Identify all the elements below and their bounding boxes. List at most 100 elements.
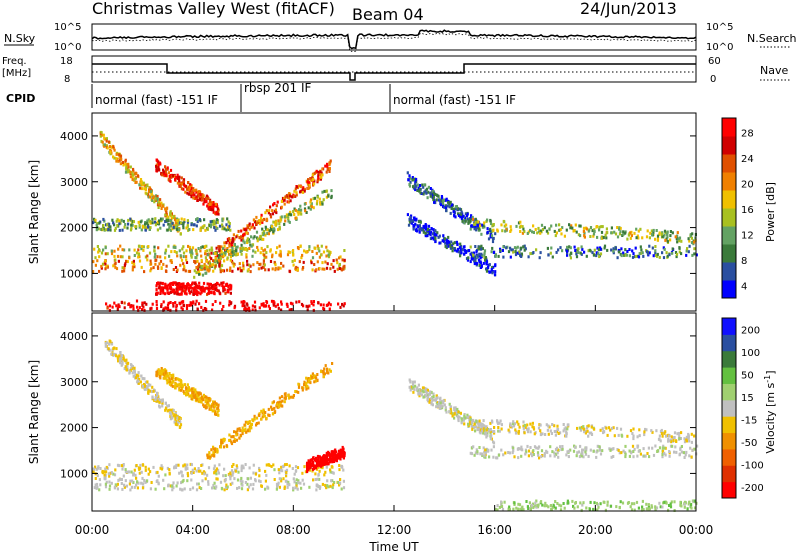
echo-cell bbox=[149, 307, 152, 311]
echo-cell bbox=[654, 249, 657, 253]
echo-cell bbox=[159, 198, 162, 202]
echo-cell bbox=[157, 482, 160, 486]
echo-cell bbox=[497, 453, 500, 457]
echo-cell bbox=[100, 227, 103, 231]
echo-cell bbox=[487, 266, 490, 269]
echo-cell bbox=[165, 372, 169, 376]
echo-cell bbox=[132, 473, 135, 477]
echo-cell bbox=[101, 262, 105, 266]
echo-cell bbox=[275, 204, 278, 208]
echo-cell bbox=[136, 376, 140, 380]
echo-cell bbox=[139, 380, 142, 384]
echo-cell bbox=[160, 372, 163, 376]
echo-cell bbox=[435, 193, 439, 197]
echo-cell bbox=[636, 454, 639, 458]
echo-cell bbox=[204, 271, 207, 275]
echo-cell bbox=[648, 455, 651, 459]
echo-cell bbox=[432, 395, 435, 398]
echo-cell bbox=[632, 434, 635, 438]
echo-cell bbox=[481, 225, 484, 229]
echo-cell bbox=[466, 217, 469, 221]
echo-cell bbox=[340, 452, 343, 456]
echo-cell bbox=[161, 398, 164, 402]
echo-cell bbox=[295, 482, 298, 485]
echo-cell bbox=[593, 230, 596, 233]
echo-cell bbox=[246, 307, 249, 311]
echo-cell bbox=[668, 454, 671, 458]
echo-cell bbox=[521, 448, 524, 452]
echo-cell bbox=[678, 437, 681, 441]
echo-cell bbox=[94, 218, 97, 222]
echo-cell bbox=[489, 428, 492, 431]
y-tick-label: 2000 bbox=[60, 222, 88, 235]
echo-cell bbox=[223, 244, 226, 248]
echo-cell bbox=[197, 265, 200, 269]
echo-cell bbox=[283, 487, 286, 490]
echo-cell bbox=[183, 184, 186, 188]
echo-cell bbox=[116, 487, 119, 491]
echo-cell bbox=[660, 432, 663, 435]
echo-cell bbox=[613, 230, 616, 234]
echo-cell bbox=[451, 414, 454, 418]
echo-cell bbox=[129, 175, 132, 179]
echo-cell bbox=[317, 458, 320, 462]
echo-cell bbox=[266, 486, 269, 490]
echo-cell bbox=[242, 466, 245, 470]
echo-cell bbox=[182, 180, 185, 184]
echo-cell bbox=[445, 239, 448, 243]
echo-cell bbox=[285, 474, 288, 478]
nsky-panel-frame bbox=[91, 23, 697, 51]
echo-cell bbox=[522, 245, 525, 249]
echo-cell bbox=[94, 465, 97, 469]
echo-cell bbox=[246, 226, 249, 230]
echo-cell bbox=[330, 479, 333, 483]
echo-cell bbox=[111, 218, 114, 222]
echo-cell bbox=[318, 486, 321, 490]
echo-cell bbox=[177, 286, 180, 290]
echo-cell bbox=[498, 421, 501, 425]
echo-cell bbox=[195, 299, 198, 303]
echo-cell bbox=[315, 169, 318, 173]
echo-cell bbox=[634, 254, 637, 258]
echo-cell bbox=[534, 228, 537, 231]
echo-cell bbox=[212, 404, 215, 408]
echo-cell bbox=[208, 255, 212, 259]
echo-cell bbox=[475, 250, 478, 254]
echo-cell bbox=[202, 308, 205, 312]
echo-cell bbox=[227, 238, 230, 242]
echo-cell bbox=[192, 387, 195, 391]
echo-cell bbox=[331, 486, 334, 490]
echo-cell bbox=[217, 212, 220, 216]
echo-cell bbox=[460, 214, 463, 218]
echo-cell bbox=[106, 265, 109, 269]
echo-cell bbox=[141, 463, 144, 467]
echo-cell bbox=[470, 420, 473, 424]
echo-cell bbox=[195, 292, 199, 296]
echo-cell bbox=[571, 226, 574, 230]
echo-cell bbox=[108, 484, 112, 488]
echo-cell bbox=[674, 439, 678, 443]
echo-cell bbox=[550, 246, 553, 250]
echo-cell bbox=[508, 505, 511, 509]
echo-cell bbox=[579, 428, 582, 432]
echo-cell bbox=[332, 483, 335, 487]
echo-cell bbox=[150, 390, 154, 394]
echo-cell bbox=[526, 232, 529, 235]
echo-cell bbox=[460, 244, 463, 248]
echo-cell bbox=[469, 219, 472, 223]
echo-cell bbox=[184, 386, 188, 390]
echo-cell bbox=[338, 464, 341, 467]
echo-cell bbox=[168, 225, 171, 229]
echo-cell bbox=[645, 507, 648, 511]
echo-cell bbox=[619, 230, 622, 234]
echo-cell bbox=[158, 203, 161, 207]
echo-cell bbox=[195, 469, 198, 473]
echo-cell bbox=[206, 226, 209, 230]
echo-cell bbox=[251, 487, 255, 491]
echo-cell bbox=[315, 488, 318, 492]
echo-cell bbox=[442, 198, 445, 202]
echo-cell bbox=[256, 261, 259, 265]
echo-cell bbox=[302, 260, 305, 264]
echo-cell bbox=[517, 431, 520, 435]
echo-cell bbox=[103, 219, 106, 223]
